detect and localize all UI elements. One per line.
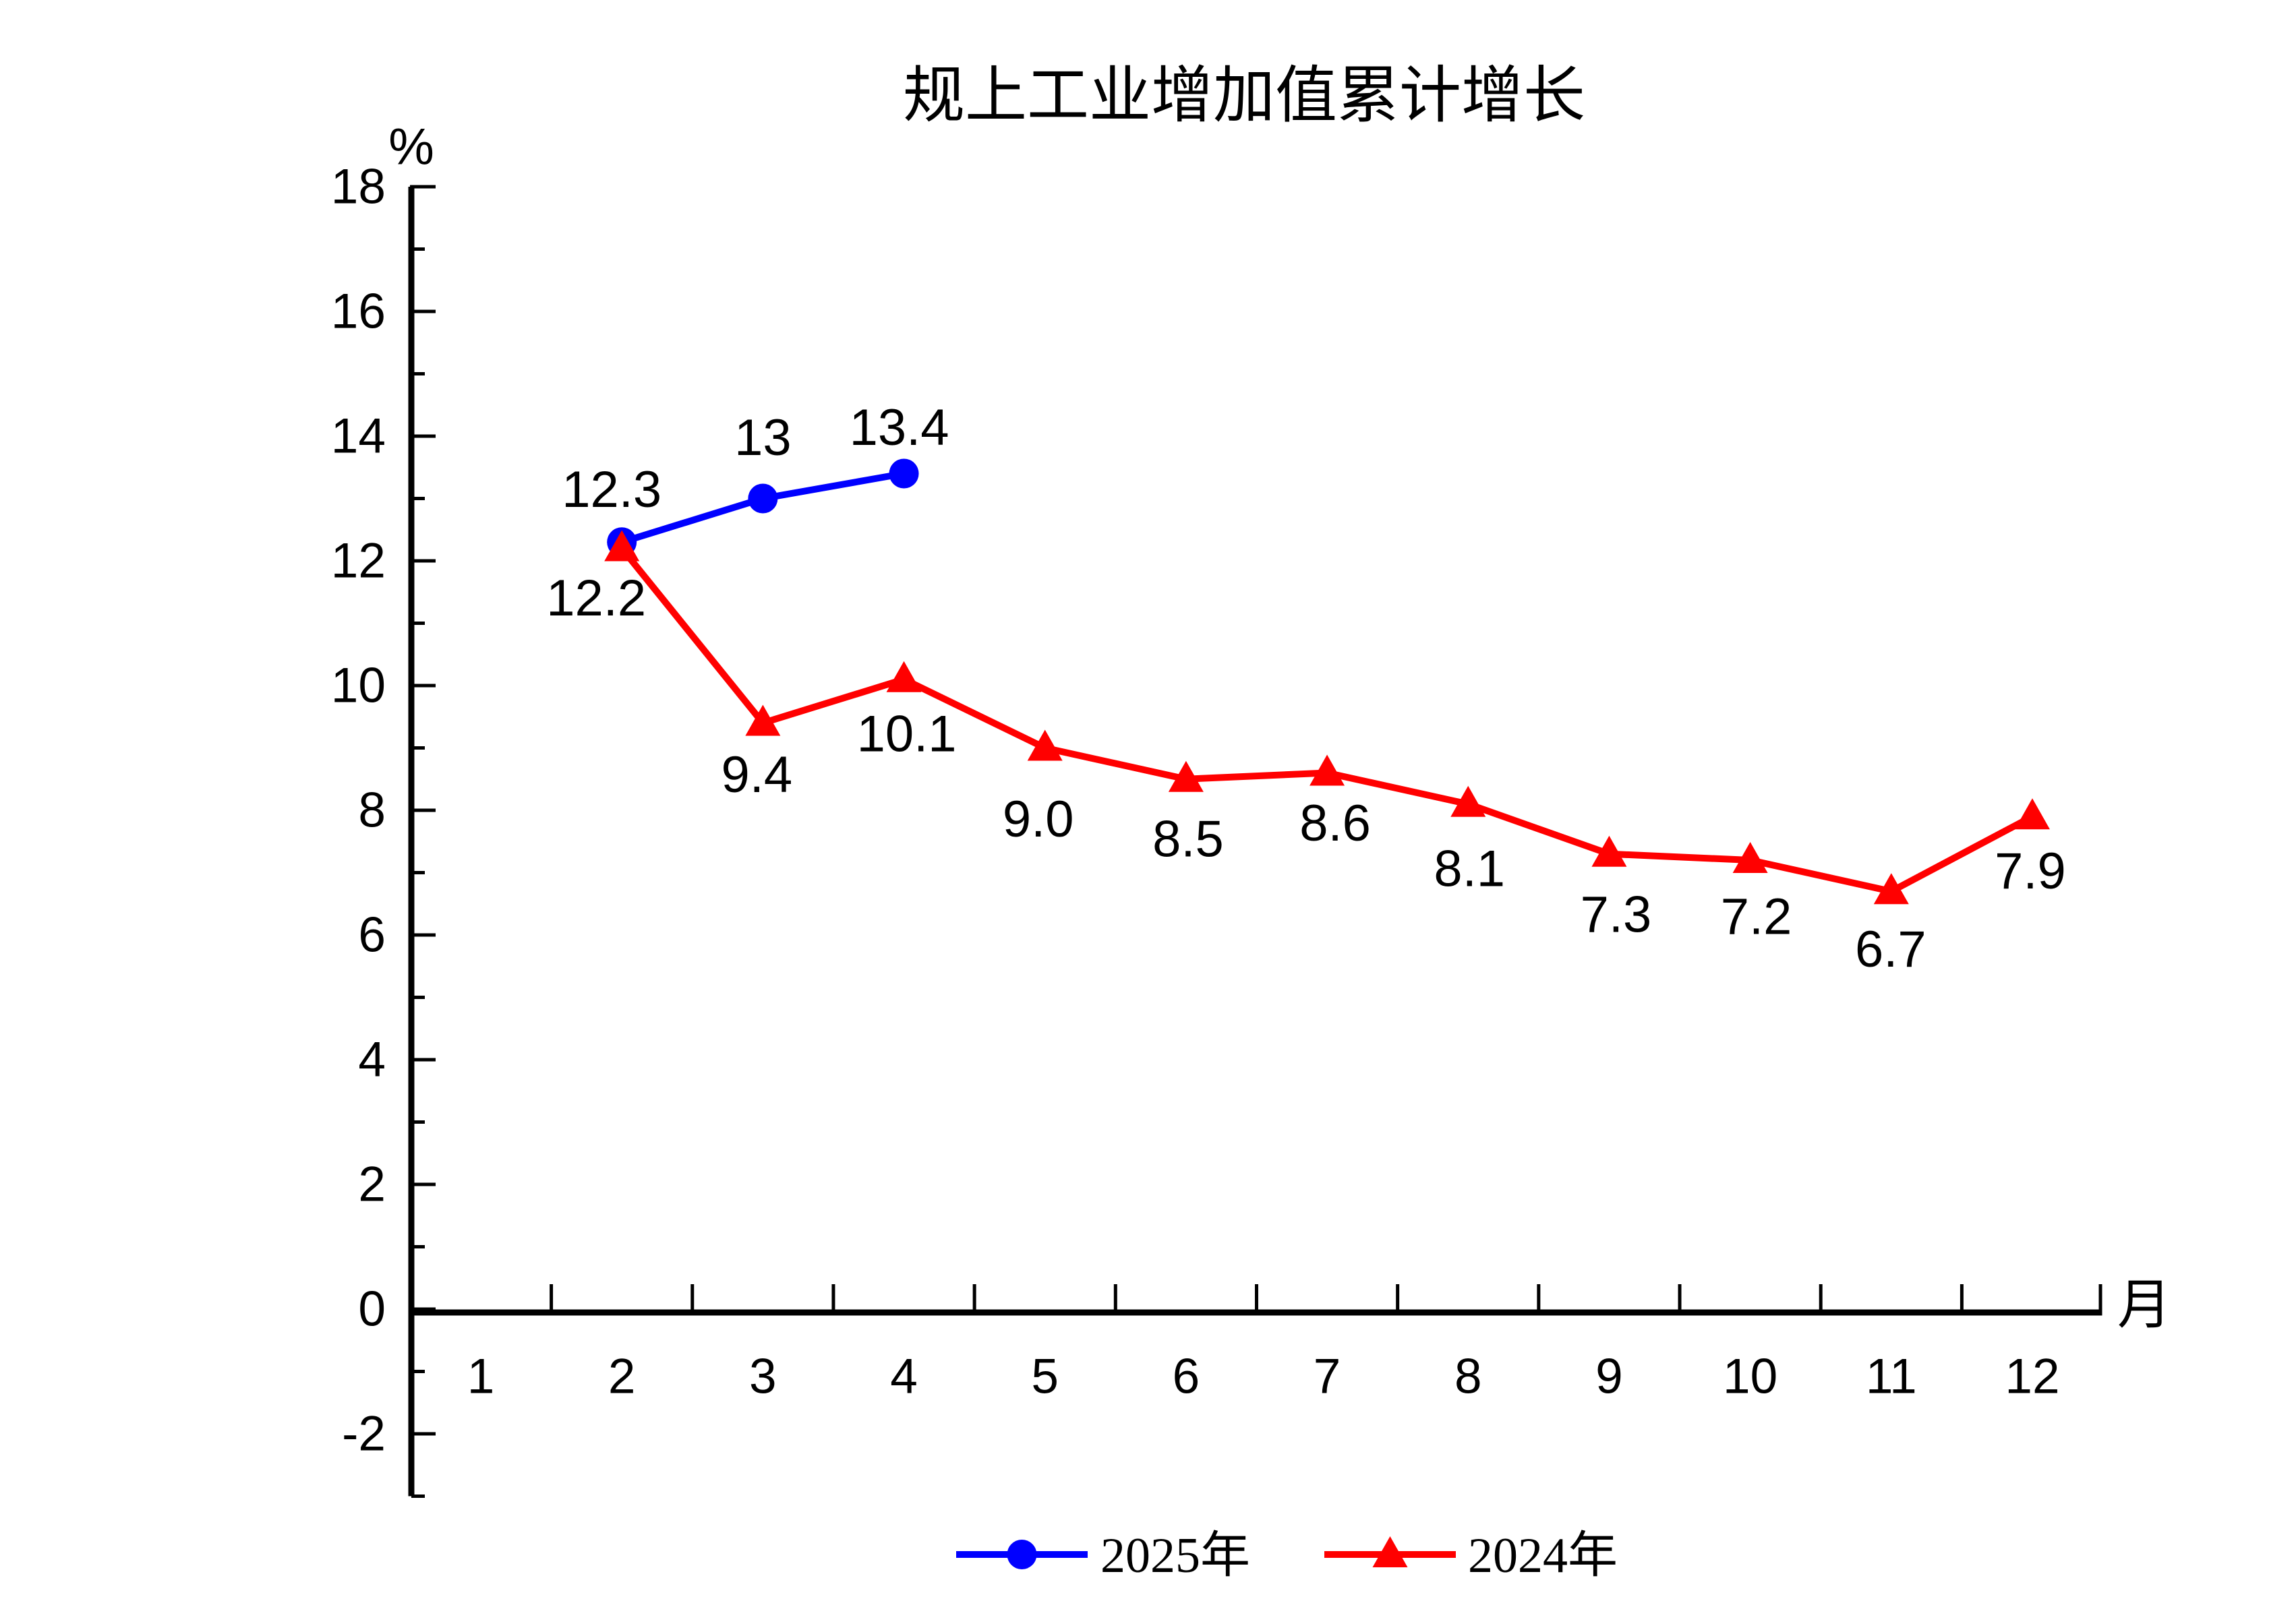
- y-tick-label: 8: [358, 783, 386, 838]
- data-label: 9.0: [1003, 791, 1074, 848]
- legend-label: 2024年: [1468, 1528, 1618, 1583]
- data-label: 8.5: [1152, 810, 1224, 868]
- y-tick-label: 12: [331, 534, 386, 588]
- x-tick-labels: 1 2 3 4 5 6 7 8 9 10 11 12: [467, 1350, 2060, 1404]
- data-label: 10.1: [857, 705, 957, 762]
- x-tick-label: 10: [1723, 1350, 1777, 1404]
- data-point-marker: [886, 661, 922, 692]
- data-point-marker: [1591, 835, 1627, 867]
- x-tick-label: 2: [608, 1350, 636, 1404]
- x-tick-label: 4: [890, 1350, 918, 1404]
- data-label: 13: [734, 409, 792, 466]
- data-point-marker: [1732, 842, 1768, 873]
- data-label: 9.4: [722, 746, 793, 804]
- data-label: 8.6: [1299, 795, 1371, 852]
- y-tick-label: 14: [331, 409, 386, 464]
- x-tick-label: 12: [2005, 1350, 2059, 1404]
- y-tick-label: 18: [331, 160, 386, 214]
- legend-marker: [1007, 1540, 1037, 1569]
- y-tick-label: 16: [331, 284, 386, 339]
- x-tick-label: 8: [1454, 1350, 1482, 1404]
- y-tick-labels: 18 16 14 12 10 8 6 4 2 0 -2: [331, 160, 386, 1461]
- y-tick-label: 6: [358, 908, 386, 963]
- data-point-marker: [1873, 873, 1909, 905]
- data-point-marker: [604, 530, 640, 562]
- legend-item-2025年: 2025年: [956, 1528, 1250, 1583]
- y-axis-unit-label: %: [388, 119, 434, 176]
- data-point-marker: [1309, 754, 1345, 786]
- y-axis: [408, 185, 436, 1498]
- x-tick-label: 6: [1173, 1350, 1200, 1404]
- x-tick-label: 7: [1314, 1350, 1341, 1404]
- data-point-marker: [1027, 729, 1063, 761]
- data-label: 6.7: [1855, 921, 1926, 978]
- data-point-marker: [2014, 798, 2050, 830]
- x-tick-label: 5: [1031, 1350, 1059, 1404]
- data-label: 7.9: [1995, 843, 2066, 900]
- data-point-marker: [745, 704, 781, 736]
- chart-title: 规上工业增加值累计增长: [903, 61, 1585, 130]
- data-label: 7.3: [1581, 886, 1652, 943]
- legend: 2025年 2024年: [956, 1528, 1618, 1583]
- x-tick-label: 3: [749, 1350, 777, 1404]
- data-point-marker: [748, 483, 778, 514]
- data-label: 8.1: [1434, 840, 1505, 897]
- y-tick-label: 4: [358, 1033, 386, 1087]
- series-2024年: 12.2 9.4 10.1 9.0 8.5 8.6 8.1 7.3 7.2 6.7 7.9: [546, 530, 2066, 978]
- legend-item-2024年: 2024年: [1324, 1528, 1618, 1583]
- y-tick-label: 2: [358, 1157, 386, 1212]
- legend-label: 2025年: [1100, 1528, 1250, 1583]
- data-label: 12.3: [562, 461, 661, 518]
- x-tick-label: 1: [467, 1350, 495, 1404]
- data-label: 13.4: [850, 399, 949, 456]
- data-point-marker: [1168, 760, 1204, 792]
- series-group: 12.3 13 13.4 12.2 9.4 10.1 9.0 8.5 8.6 8.1 7.3 7.2 6…: [546, 399, 2066, 978]
- y-tick-label: -2: [342, 1407, 386, 1461]
- x-tick-label: 11: [1866, 1350, 1917, 1404]
- legend-marker: [1372, 1536, 1408, 1567]
- x-axis-unit-label: 月: [2117, 1276, 2171, 1335]
- y-tick-label: 10: [331, 659, 386, 713]
- data-point-marker: [889, 458, 919, 489]
- data-point-marker: [1450, 785, 1486, 817]
- data-label: 7.2: [1721, 888, 1792, 946]
- x-axis: [408, 1284, 2102, 1316]
- data-label: 12.2: [546, 570, 646, 627]
- series-2025年: 12.3 13 13.4: [562, 399, 949, 557]
- y-tick-label: 0: [358, 1282, 386, 1337]
- x-tick-label: 9: [1595, 1350, 1623, 1404]
